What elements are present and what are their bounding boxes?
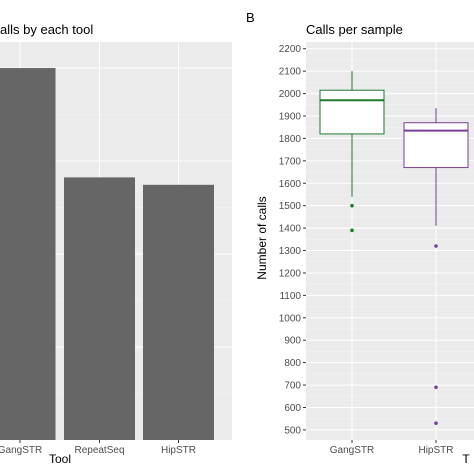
panel-b-y-tick-label: 900 bbox=[284, 336, 301, 347]
panel-b-x-tick-label: GangSTR bbox=[330, 445, 374, 456]
outlier-hipstr bbox=[434, 244, 438, 248]
panel-b-y-tick-label: 800 bbox=[284, 358, 301, 369]
panel-b-y-tick-label: 1700 bbox=[279, 156, 302, 167]
panel-b-y-tick-label: 1000 bbox=[279, 313, 302, 324]
panel-b-y-tick-label: 1200 bbox=[279, 268, 302, 279]
panel-b-y-tick-label: 500 bbox=[284, 425, 301, 436]
panel-b-y-tick-label: 1600 bbox=[279, 179, 302, 190]
panel-b-y-ticks: 500 600 700 800 900 1000 1100 1200 1300 1400 1500 1… bbox=[279, 44, 306, 436]
panel-b-x-ticks: GangSTR HipSTR bbox=[330, 440, 454, 456]
panel-b-y-tick-label: 1900 bbox=[279, 111, 302, 122]
panel-b-title: Calls per sample bbox=[306, 22, 403, 37]
outlier-gangstr bbox=[350, 228, 354, 233]
bar-repeatseq bbox=[64, 177, 135, 440]
panel-a-title: alls by each tool bbox=[0, 22, 93, 37]
panel-b-y-tick-label: 2200 bbox=[279, 44, 302, 55]
box-hipstr bbox=[403, 122, 469, 169]
box-gangstr bbox=[319, 89, 385, 135]
bar-gangstr bbox=[0, 68, 56, 440]
panel-a-x-axis-label: Tool bbox=[49, 452, 71, 466]
outlier-hipstr bbox=[434, 421, 438, 425]
panel-b-y-tick-label: 2000 bbox=[279, 89, 302, 100]
panel-a-x-tick-label: HipSTR bbox=[161, 445, 196, 456]
panel-b-boxes bbox=[319, 71, 469, 425]
panel-a-bars bbox=[0, 68, 214, 440]
panel-a-x-ticks: GangSTR RepeatSeq HipSTR bbox=[0, 440, 196, 456]
panel-b-y-tick-label: 1400 bbox=[279, 224, 302, 235]
panel-b-y-tick-label: 700 bbox=[284, 381, 301, 392]
panel-b-y-axis-label: Number of calls bbox=[255, 196, 269, 279]
panel-b-y-tick-label: 1300 bbox=[279, 246, 302, 257]
outlier-gangstr bbox=[350, 203, 354, 208]
panel-a-x-tick-label: GangSTR bbox=[0, 445, 42, 456]
outlier-hipstr bbox=[434, 385, 438, 390]
panel-b-y-tick-label: 2100 bbox=[279, 67, 302, 78]
panel-b-x-axis-label: T bbox=[462, 452, 470, 466]
panel-b: B Calls per sample 500 600 700 800 900 1000 11… bbox=[246, 10, 474, 466]
panel-b-letter: B bbox=[246, 10, 255, 25]
panel-a: GangSTR RepeatSeq HipSTR alls by each tool… bbox=[0, 22, 232, 466]
panel-b-y-tick-label: 1800 bbox=[279, 134, 302, 145]
panel-b-y-tick-label: 1100 bbox=[279, 291, 301, 302]
panel-a-x-tick-label: RepeatSeq bbox=[74, 445, 124, 456]
panel-b-y-tick-label: 1500 bbox=[279, 201, 302, 212]
panel-b-x-tick-label: HipSTR bbox=[418, 445, 453, 456]
panel-b-y-tick-label: 600 bbox=[284, 403, 301, 414]
bar-hipstr bbox=[143, 184, 214, 440]
